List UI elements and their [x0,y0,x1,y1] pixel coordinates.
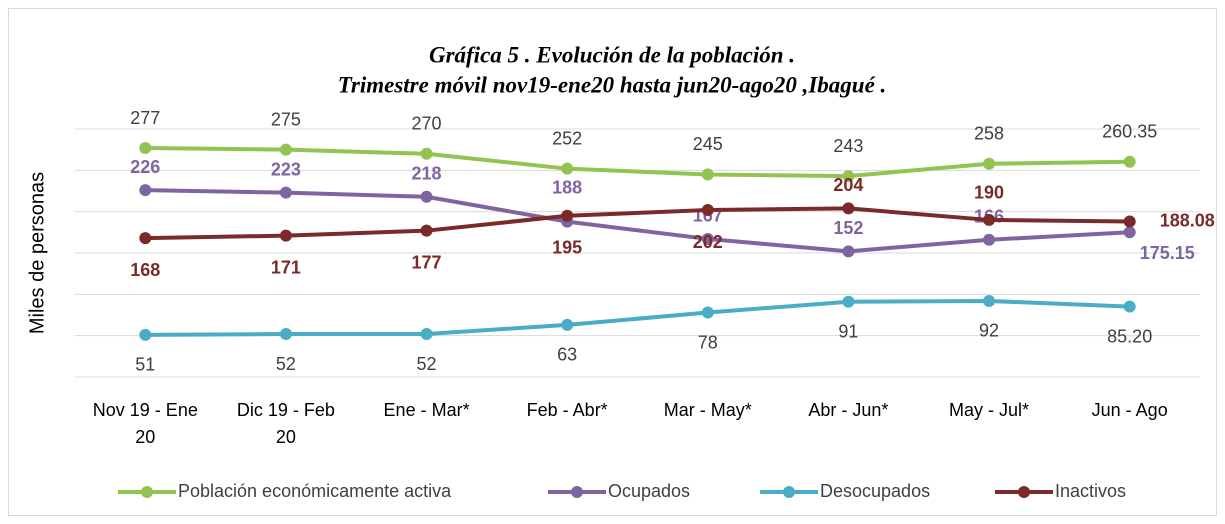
x-tick-label: Abr - Jun* [808,400,888,420]
data-point [701,232,714,245]
data-label: 258 [974,123,1004,143]
data-label: 171 [271,257,301,277]
data-label: 152 [833,218,863,238]
chart-title: Gráfica 5 . Evolución de la población . [429,42,795,67]
data-label: 223 [271,159,301,179]
data-point [561,209,574,222]
data-label: 226 [130,157,160,177]
series-line [143,188,1132,254]
series-line [143,206,1132,241]
data-point [561,318,574,331]
data-point [420,190,433,203]
data-label: 52 [276,354,296,374]
x-tick-label: Mar - May* [664,400,752,420]
series-line [143,298,1132,337]
data-label: 275 [271,109,301,129]
data-point [983,233,996,246]
data-point [842,170,855,183]
data-point [420,328,433,341]
data-point [1123,226,1136,239]
data-label: 177 [412,252,442,272]
data-point [561,162,574,175]
data-label: 277 [130,108,160,128]
data-label: 195 [552,238,582,258]
legend-label: Población económicamente activa [178,481,452,501]
y-axis-label: Miles de personas [26,172,48,334]
legend-label: Desocupados [820,481,930,501]
data-point [842,202,855,215]
data-label: 260.35 [1102,122,1157,142]
legend-label: Ocupados [608,481,690,501]
data-point [983,294,996,307]
series-line [143,146,1132,179]
data-point [842,295,855,308]
x-tick-label: Feb - Abr* [527,400,608,420]
data-label: 92 [979,321,999,341]
data-point [1123,155,1136,168]
legend-marker [571,486,583,498]
data-label: 63 [557,345,577,365]
x-tick-label: May - Jul* [949,400,1029,420]
data-point [139,142,152,155]
data-label: 175.15 [1140,243,1195,263]
data-label: 204 [833,175,863,195]
legend-marker [141,486,153,498]
data-label: 270 [412,114,442,134]
data-point [139,184,152,197]
data-label: 218 [412,164,442,184]
data-point [139,232,152,245]
data-point [983,213,996,226]
x-tick-label: Nov 19 - Ene 20 [93,400,198,447]
data-point [279,186,292,199]
legend-label: Inactivos [1055,481,1126,501]
data-label: 245 [693,134,723,154]
data-point [701,168,714,181]
data-label: 252 [552,128,582,148]
data-point [1123,300,1136,313]
chart-subtitle: Trimestre móvil nov19-ene20 hasta jun20-… [338,72,887,97]
data-point [420,224,433,237]
data-label: 78 [698,332,718,352]
chart-border [8,8,1217,516]
data-label: 91 [838,322,858,342]
data-point [701,306,714,319]
data-label: 52 [417,354,437,374]
data-label: 188 [552,177,582,197]
data-label: 85.20 [1107,326,1152,346]
x-tick-label: Dic 19 - Feb 20 [237,400,335,447]
data-point [279,328,292,341]
data-label: 168 [130,260,160,280]
data-label: 188.08 [1160,210,1215,230]
data-label: 190 [974,183,1004,203]
data-point [420,147,433,160]
data-point [842,245,855,258]
data-point [279,143,292,156]
x-tick-label: Ene - Mar* [384,400,470,420]
data-point [1123,215,1136,228]
data-point [279,229,292,242]
data-point [983,157,996,170]
data-label: 202 [693,232,723,252]
data-label: 243 [833,136,863,156]
data-point [139,328,152,341]
legend-marker [783,486,795,498]
data-label: 51 [135,355,155,375]
data-point [701,204,714,217]
x-tick-label: Jun - Ago [1092,400,1168,420]
legend-marker [1018,486,1030,498]
